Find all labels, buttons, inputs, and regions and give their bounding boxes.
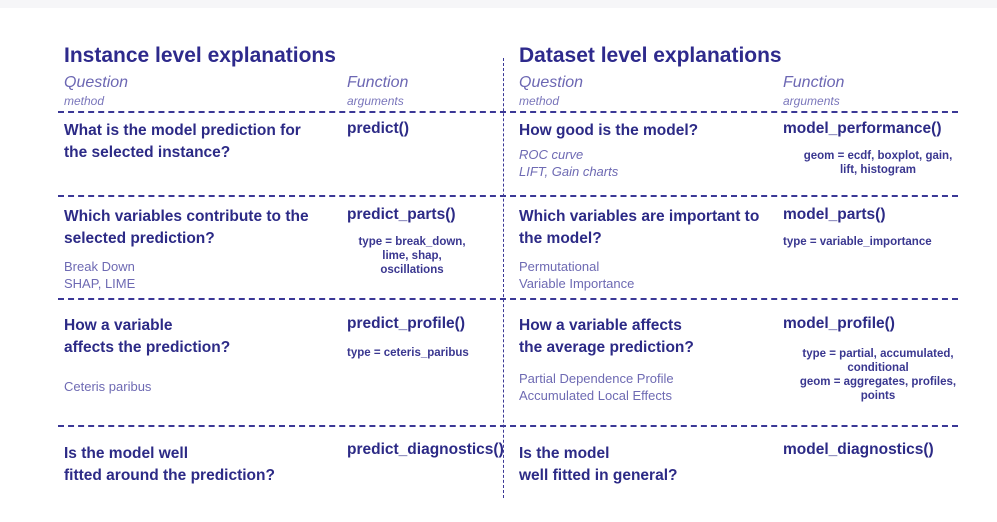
right-method-subheader: method — [519, 94, 560, 108]
left-row3-function: predict_profile() — [347, 315, 465, 332]
right-row1-method: ROC curve LIFT, Gain charts — [519, 147, 619, 179]
right-row3-args: type = partial, accumulated, conditional… — [799, 348, 957, 402]
right-row1-function: model_performance() — [783, 120, 942, 137]
left-method-subheader: method — [64, 94, 105, 108]
instance-level-title: Instance level explanations — [64, 44, 336, 67]
dataset-level-title: Dataset level explanations — [519, 44, 782, 67]
right-question-header: Question — [519, 74, 584, 91]
right-arguments-subheader: arguments — [783, 94, 840, 108]
right-row3-question: How a variable affects the average predi… — [519, 317, 694, 356]
left-row2-function: predict_parts() — [347, 206, 456, 223]
right-row3-method: Partial Dependence Profile Accumulated L… — [519, 371, 674, 403]
right-row1-question: How good is the model? — [519, 122, 699, 139]
right-row4-question: Is the model well fitted in general? — [519, 445, 678, 484]
right-row2-question: Which variables are important to the mod… — [519, 208, 760, 247]
left-arguments-subheader: arguments — [347, 94, 404, 108]
top-band — [0, 0, 997, 8]
left-question-header: Question — [64, 74, 129, 91]
left-row3-args: type = ceteris_paribus — [347, 347, 469, 359]
right-row2-method: Permutational Variable Importance — [519, 259, 635, 291]
left-row4-question: Is the model well fitted around the pred… — [64, 445, 275, 484]
left-row2-method: Break Down SHAP, LIME — [64, 259, 136, 291]
left-function-header: Function — [347, 74, 409, 91]
left-row3-method: Ceteris paribus — [64, 379, 152, 394]
right-row4-function: model_diagnostics() — [783, 441, 934, 458]
left-row4-function: predict_diagnostics() — [347, 441, 504, 458]
left-row3-question: How a variable affects the prediction? — [64, 317, 231, 356]
left-row1-function: predict() — [347, 120, 409, 137]
right-row2-args: type = variable_importance — [783, 236, 932, 248]
right-row2-function: model_parts() — [783, 206, 886, 223]
row-divider — [58, 195, 958, 197]
right-row1-args: geom = ecdf, boxplot, gain, lift, histog… — [803, 150, 953, 176]
row-divider — [58, 298, 958, 300]
column-divider — [503, 58, 504, 498]
row-divider — [58, 111, 958, 113]
left-row2-args: type = break_down, lime, shap, oscillati… — [358, 236, 466, 276]
left-row1-question: What is the model prediction for the sel… — [64, 122, 301, 161]
left-row2-question: Which variables contribute to the select… — [64, 208, 309, 247]
right-row3-function: model_profile() — [783, 315, 895, 332]
row-divider — [58, 425, 958, 427]
right-function-header: Function — [783, 74, 845, 91]
